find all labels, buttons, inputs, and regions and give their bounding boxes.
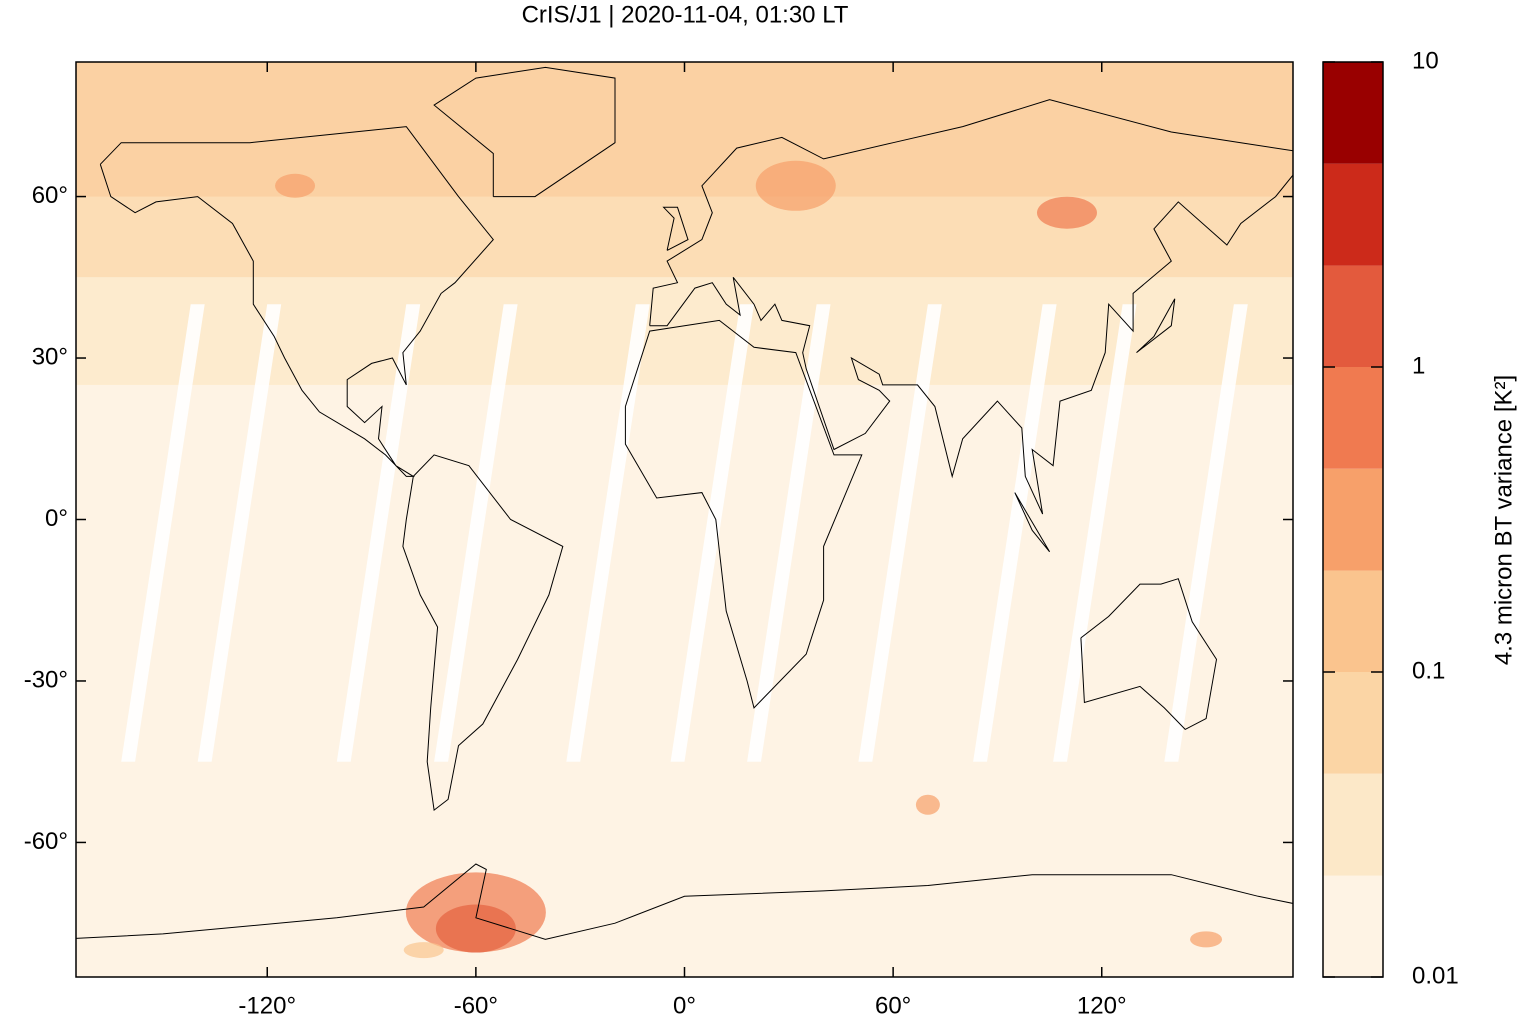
coastline: [402, 454, 564, 812]
hot-spot: [915, 794, 940, 815]
orbit-gap: [336, 304, 421, 762]
orbit-gap: [566, 304, 650, 762]
orbit-gap: [858, 304, 942, 762]
coastline: [1014, 492, 1051, 553]
colorbar-tick-label: 0.1: [1412, 657, 1445, 684]
y-tick-label: 30°: [32, 343, 68, 370]
colorbar-tick-label: 10: [1412, 47, 1439, 74]
y-tick-label: 0°: [45, 505, 68, 532]
coastline: [1136, 298, 1176, 353]
orbit-gap: [197, 304, 282, 762]
colorbar-band: [1323, 672, 1383, 774]
colorbar-label: 4.3 micron BT variance [K²]: [1490, 375, 1517, 665]
map-field: [76, 62, 1293, 977]
x-tick-label: 0°: [673, 992, 696, 1019]
orbit-gap: [747, 304, 831, 762]
hot-spot: [275, 173, 316, 198]
x-tick-label: 60°: [875, 992, 911, 1019]
colorbar-band: [1323, 875, 1383, 977]
hot-spot: [755, 160, 836, 211]
hot-spot: [405, 872, 546, 953]
y-tick-label: -60°: [24, 828, 68, 855]
colorbar-band: [1323, 468, 1383, 571]
x-tick-label: -120°: [238, 992, 296, 1019]
colorbar-tick-label: 1: [1412, 352, 1425, 379]
hot-spot: [1036, 196, 1097, 229]
y-tick-label: -30°: [24, 666, 68, 693]
orbit-gap: [434, 304, 518, 762]
colorbar-band: [1323, 570, 1383, 672]
orbit-gap: [973, 304, 1057, 762]
colorbar-band: [1323, 62, 1383, 164]
y-tick-label: 60°: [32, 182, 68, 209]
orbit-gap: [121, 304, 205, 762]
orbit-gap: [1164, 304, 1248, 762]
colorbar-tick-label: 0.01: [1412, 962, 1459, 989]
field-mid-band: [76, 277, 1293, 385]
colorbar-band: [1323, 163, 1383, 266]
coastline: [649, 99, 1293, 515]
chart-title: CrIS/J1 | 2020-11-04, 01:30 LT: [522, 1, 849, 28]
coastline: [76, 863, 1293, 940]
colorbar-band: [1323, 367, 1383, 469]
colorbar-band: [1323, 265, 1383, 367]
coastline: [624, 319, 863, 709]
coastline: [433, 66, 616, 198]
field-north-band: [76, 62, 1293, 197]
x-tick-label: -60°: [454, 992, 498, 1019]
x-tick-label: 120°: [1077, 992, 1127, 1019]
coastline: [1080, 578, 1218, 731]
coastline: [99, 126, 494, 477]
colorbar-frame: [1322, 61, 1384, 978]
colorbar-band: [1323, 773, 1383, 876]
hot-spot: [403, 942, 444, 959]
orbit-gap: [670, 304, 754, 762]
orbit-gap: [1053, 304, 1137, 762]
hot-spot: [1190, 931, 1223, 948]
coastline: [662, 206, 689, 251]
